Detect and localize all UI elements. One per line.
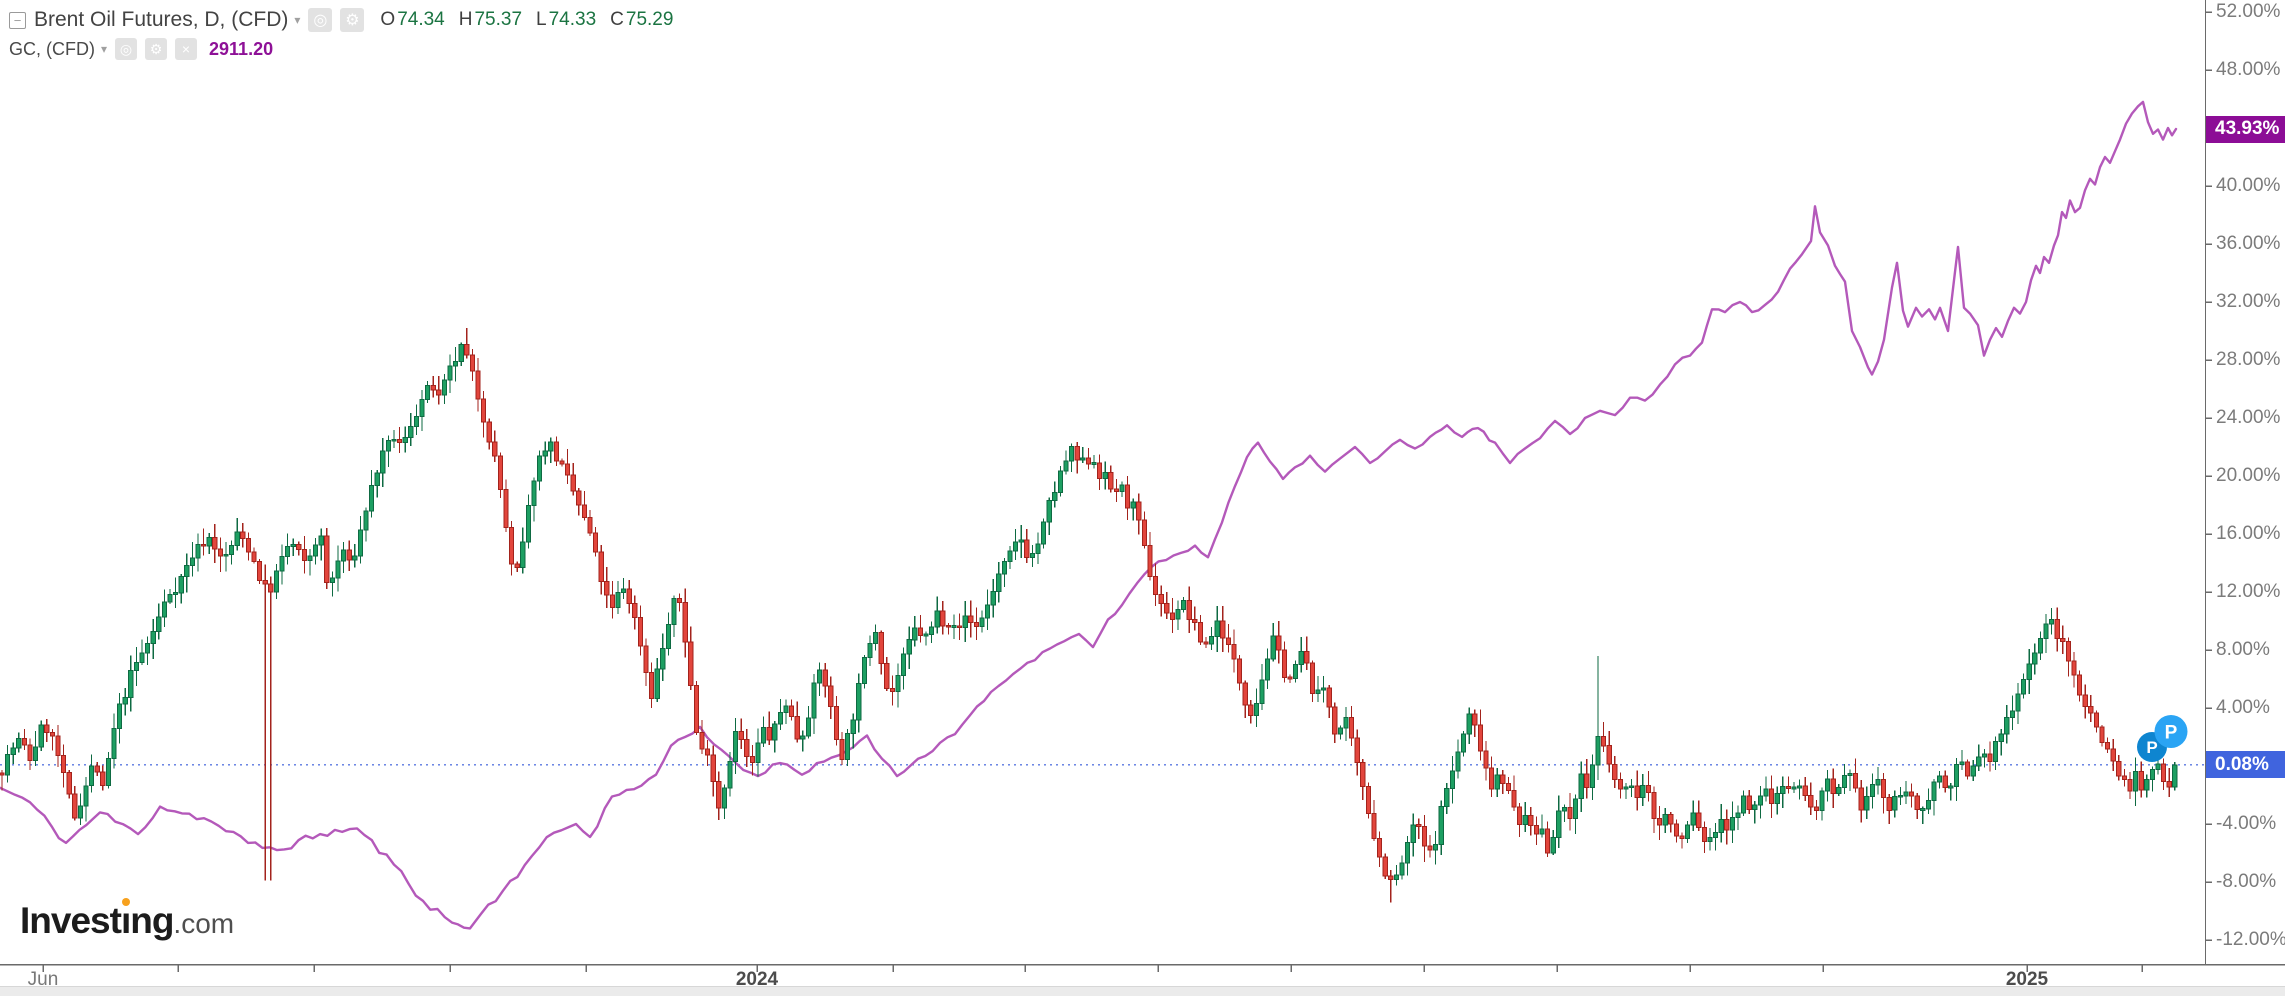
- gear-icon[interactable]: ⚙: [340, 8, 365, 32]
- symbol-title[interactable]: Brent Oil Futures, D, (CFD): [34, 8, 289, 31]
- high-value: 75.37: [474, 9, 523, 30]
- price-scale-label: -4.00%: [2216, 813, 2277, 834]
- svg-text:P: P: [2146, 738, 2157, 757]
- eye-icon[interactable]: ◎: [115, 38, 138, 60]
- eye-icon[interactable]: ◎: [308, 8, 333, 32]
- time-scale-label: 2024: [735, 969, 779, 990]
- price-scale-label: -12.00%: [2216, 929, 2285, 950]
- logo-orange-dot: [121, 898, 130, 906]
- price-scale-label: 12.00%: [2216, 581, 2281, 602]
- investing-logo: Invest ıng .com: [20, 898, 235, 942]
- logo-suffix: .com: [173, 908, 235, 939]
- price-scale-label: 32.00%: [2216, 291, 2281, 312]
- high-label: H: [458, 9, 473, 30]
- gear-icon[interactable]: ⚙: [145, 38, 168, 60]
- symbol-header: − Brent Oil Futures, D, (CFD) ▾ ◎ ⚙ O 74.…: [9, 8, 673, 32]
- svg-text:P: P: [2165, 723, 2178, 744]
- price-scale[interactable]: 52.00% 48.00% 40.00% 36.00% 32.00% 28.00% 24.0…: [2205, 0, 2285, 965]
- open-value: 74.34: [397, 9, 445, 30]
- price-scale-label: 48.00%: [2216, 59, 2281, 80]
- close-icon[interactable]: ×: [175, 38, 198, 60]
- price-scale-label: 20.00%: [2216, 465, 2281, 486]
- collapse-icon[interactable]: −: [9, 11, 26, 29]
- price-scale-label: -8.00%: [2216, 871, 2277, 892]
- close-value: 75.29: [625, 9, 674, 30]
- chevron-down-icon[interactable]: ▾: [294, 13, 301, 27]
- low-label: L: [536, 9, 547, 30]
- price-scale-label: 28.00%: [2216, 349, 2281, 370]
- price-badge: 0.08%: [2206, 751, 2285, 779]
- ohlc-values: O 74.34 H 75.37 L 74.33 C 75.29: [380, 9, 673, 31]
- compare-symbol-title[interactable]: GC, (CFD): [9, 38, 95, 59]
- time-scale[interactable]: Jun 2024 2025: [0, 965, 2285, 990]
- price-badge: 43.93%: [2206, 115, 2285, 143]
- price-scale-label: 52.00%: [2216, 1, 2281, 22]
- price-scale-label: 36.00%: [2216, 233, 2281, 254]
- compare-series-header: GC, (CFD) ▾ ◎ ⚙ × 2911.20: [9, 38, 273, 60]
- time-scale-label: Jun: [27, 969, 59, 990]
- price-scale-label: 24.00%: [2216, 407, 2281, 428]
- price-scale-label: 40.00%: [2216, 175, 2281, 196]
- price-scale-label: 4.00%: [2216, 697, 2270, 718]
- close-label: C: [610, 9, 624, 30]
- compare-series-value: 2911.20: [209, 38, 274, 59]
- price-scale-label: 16.00%: [2216, 523, 2281, 544]
- time-scale-label: 2025: [2005, 969, 2049, 990]
- open-label: O: [380, 9, 396, 30]
- price-scale-label: 8.00%: [2216, 639, 2270, 660]
- chevron-down-icon[interactable]: ▾: [100, 42, 108, 56]
- bottom-strip: [0, 986, 2285, 996]
- logo-text: Invest ıng: [20, 898, 174, 941]
- low-value: 74.33: [548, 9, 597, 30]
